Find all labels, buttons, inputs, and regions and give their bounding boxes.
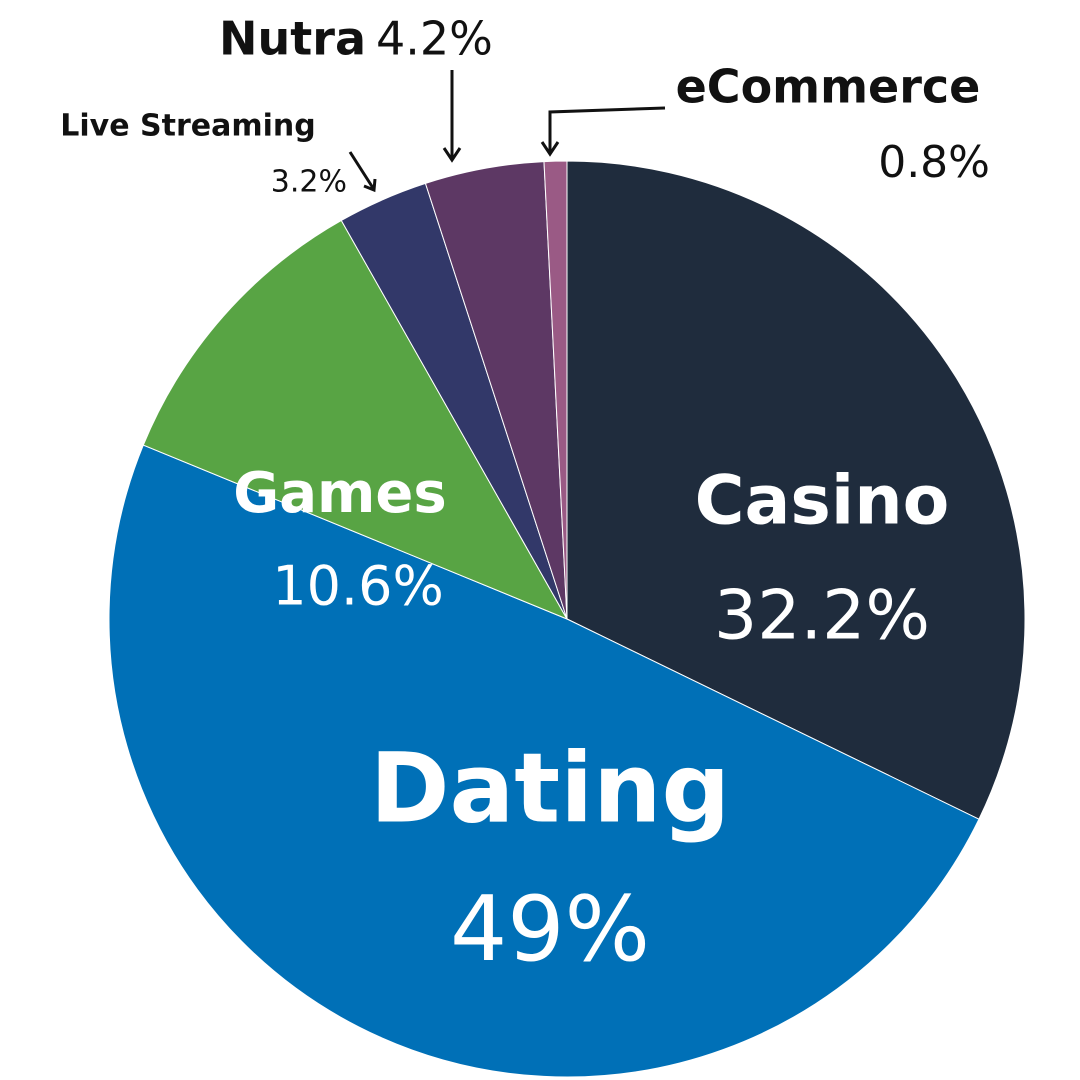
- slice-label: eCommerce: [676, 60, 981, 114]
- slice-value-label: 10.6%: [272, 555, 444, 618]
- slice-label: Casino: [695, 462, 950, 541]
- slice-label: Dating: [370, 732, 730, 844]
- pie-slice: [566, 160, 1026, 820]
- pie-slice: [543, 160, 568, 620]
- leader-lines: [348, 70, 666, 193]
- slice-value-label: 0.8%: [878, 137, 990, 188]
- slice-value-label: 49%: [450, 877, 650, 982]
- slice-value-label: 4.2%: [376, 12, 493, 66]
- slice-value-label: 32.2%: [714, 577, 930, 656]
- slice-label: Games: [233, 461, 446, 526]
- slices: [108, 160, 1026, 1078]
- leader-arrow: [348, 151, 377, 193]
- pie-slice: [108, 444, 980, 1078]
- leader-arrow: [540, 106, 666, 157]
- pie-slice: [142, 219, 569, 621]
- slice-label: Live Streaming: [60, 109, 315, 144]
- leader-arrow: [442, 70, 462, 163]
- slice-label: Nutra: [219, 12, 366, 66]
- slice-value-label: 3.2%: [271, 165, 347, 200]
